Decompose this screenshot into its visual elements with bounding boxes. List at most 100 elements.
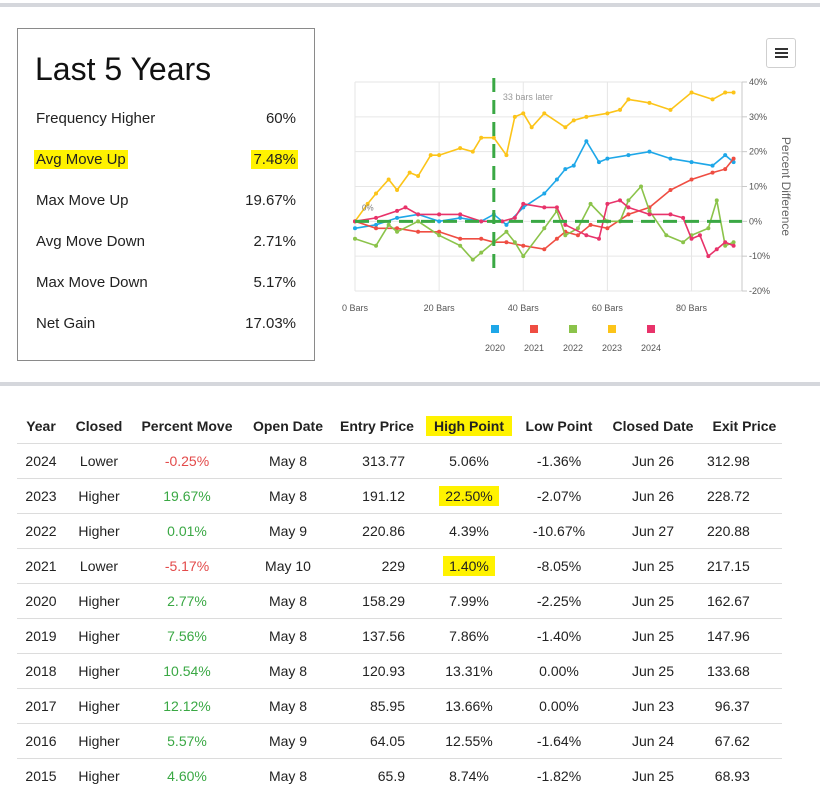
stat-label: Avg Move Up	[34, 150, 128, 169]
series-point-2021	[479, 237, 483, 241]
series-point-2024	[723, 240, 727, 244]
series-point-2023	[395, 188, 399, 192]
cell-year: 2016	[17, 724, 65, 759]
series-point-2024	[458, 212, 462, 216]
cell-closed: Higher	[65, 654, 133, 689]
high-point-highlight: 1.40%	[443, 556, 495, 576]
cell-closedDate: Jun 25	[599, 759, 707, 793]
legend-swatch-2021	[530, 325, 538, 333]
cell-move: 12.12%	[133, 689, 241, 724]
series-point-2022	[471, 258, 475, 262]
cell-high: 7.86%	[419, 619, 519, 654]
cell-low: -8.05%	[519, 549, 599, 584]
col-closed-date[interactable]: Closed Date	[599, 409, 707, 444]
series-point-2022	[395, 230, 399, 234]
cell-closedDate: Jun 26	[599, 479, 707, 514]
stats-title: Last 5 Years	[35, 51, 211, 88]
cell-exit: 133.68	[707, 654, 782, 689]
series-point-2020	[605, 157, 609, 161]
series-point-2023	[416, 174, 420, 178]
cell-high: 5.06%	[419, 444, 519, 479]
cell-year: 2015	[17, 759, 65, 793]
bars-later-label: 33 bars later	[503, 92, 553, 102]
col-percent-move[interactable]: Percent Move	[133, 409, 241, 444]
col-low-point[interactable]: Low Point	[519, 409, 599, 444]
chart-menu-button[interactable]	[766, 38, 796, 68]
stat-value: 19.67%	[243, 191, 298, 210]
stat-max-move-down: Max Move Down 5.17%	[18, 271, 314, 295]
cell-year: 2023	[17, 479, 65, 514]
series-point-2022	[416, 219, 420, 223]
series-point-2023	[668, 108, 672, 112]
cell-entry: 137.56	[335, 619, 419, 654]
series-point-2024	[626, 205, 630, 209]
series-point-2021	[589, 223, 593, 227]
cell-move: 7.56%	[133, 619, 241, 654]
series-point-2021	[521, 244, 525, 248]
stat-value: 2.71%	[251, 232, 298, 251]
cell-exit: 96.37	[707, 689, 782, 724]
series-point-2022	[626, 198, 630, 202]
series-point-2021	[576, 233, 580, 237]
series-point-2021	[416, 230, 420, 234]
series-point-2024	[668, 212, 672, 216]
cell-closed: Higher	[65, 724, 133, 759]
series-point-2020	[395, 216, 399, 220]
cell-year: 2021	[17, 549, 65, 584]
series-point-2022	[513, 240, 517, 244]
series-point-2021	[555, 237, 559, 241]
series-point-2022	[387, 223, 391, 227]
series-point-2020	[458, 216, 462, 220]
cell-move: 0.01%	[133, 514, 241, 549]
series-point-2022	[647, 209, 651, 213]
series-point-2023	[374, 191, 378, 195]
legend-swatch-2022	[569, 325, 577, 333]
col-year[interactable]: Year	[17, 409, 65, 444]
col-open-date[interactable]: Open Date	[241, 409, 335, 444]
cell-closedDate: Jun 25	[599, 654, 707, 689]
series-point-2023	[530, 125, 534, 129]
cell-closedDate: Jun 27	[599, 514, 707, 549]
cell-high: 13.66%	[419, 689, 519, 724]
series-point-2024	[715, 247, 719, 251]
cell-low: -10.67%	[519, 514, 599, 549]
cell-move: 19.67%	[133, 479, 241, 514]
series-point-2024	[437, 212, 441, 216]
series-point-2024	[416, 212, 420, 216]
cell-high: 1.40%	[419, 549, 519, 584]
series-point-2022	[706, 226, 710, 230]
series-point-2022	[504, 230, 508, 234]
stat-value: 60%	[264, 109, 298, 128]
series-point-2020	[690, 160, 694, 164]
col-closed[interactable]: Closed	[65, 409, 133, 444]
col-high-point[interactable]: High Point	[419, 409, 519, 444]
cell-closedDate: Jun 26	[599, 444, 707, 479]
series-point-2023	[492, 136, 496, 140]
series-point-2020	[353, 226, 357, 230]
cell-low: -1.82%	[519, 759, 599, 793]
section-divider	[0, 382, 820, 386]
series-point-2024	[395, 209, 399, 213]
cell-high: 8.74%	[419, 759, 519, 793]
cell-low: -2.25%	[519, 584, 599, 619]
cell-high: 12.55%	[419, 724, 519, 759]
col-exit-price[interactable]: Exit Price	[707, 409, 782, 444]
series-point-2020	[555, 178, 559, 182]
cell-entry: 191.12	[335, 479, 419, 514]
series-point-2024	[605, 202, 609, 206]
stat-net-gain: Net Gain 17.03%	[18, 312, 314, 336]
series-point-2024	[597, 237, 601, 241]
y-tick-label: 30%	[749, 112, 767, 122]
col-entry-price[interactable]: Entry Price	[335, 409, 419, 444]
legend-swatch-2020	[491, 325, 499, 333]
series-point-2022	[589, 202, 593, 206]
series-point-2024	[698, 233, 702, 237]
cell-entry: 158.29	[335, 584, 419, 619]
series-point-2020	[437, 219, 441, 223]
cell-entry: 85.95	[335, 689, 419, 724]
x-tick-label: 40 Bars	[508, 303, 540, 313]
cell-entry: 120.93	[335, 654, 419, 689]
